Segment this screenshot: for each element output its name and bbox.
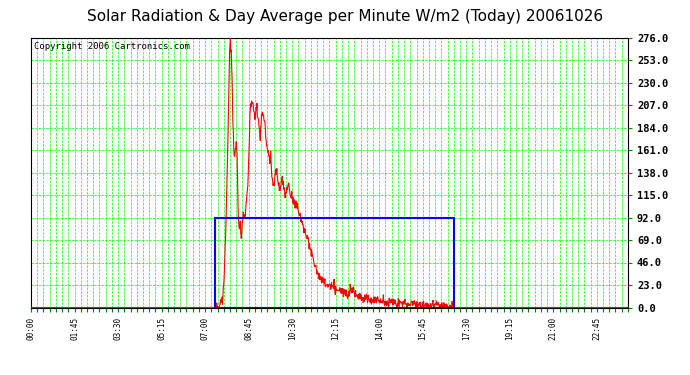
Text: Copyright 2006 Cartronics.com: Copyright 2006 Cartronics.com: [34, 42, 190, 51]
Text: Solar Radiation & Day Average per Minute W/m2 (Today) 20061026: Solar Radiation & Day Average per Minute…: [87, 9, 603, 24]
Bar: [215, 217, 454, 308]
